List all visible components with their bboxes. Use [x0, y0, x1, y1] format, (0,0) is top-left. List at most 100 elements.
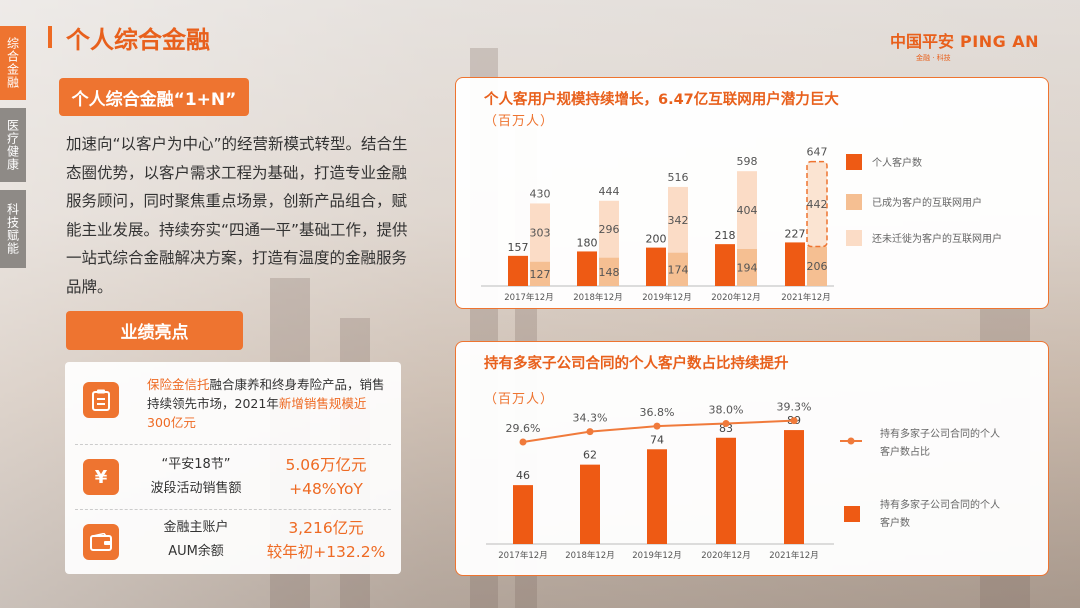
- chart2-title: 持有多家子公司合同的个人客户数占比持续提升: [484, 356, 789, 372]
- highlight-aum-value: 3,216亿元: [288, 519, 364, 537]
- highlight-trust-desc: 融合康养和终身寿险产品，销售持续领先市场，2021年: [147, 377, 385, 411]
- chart-panel-customer-scale: 个人客用户规模持续增长，6.47亿互联网用户潜力巨大 （百万人） 157 127 3…: [455, 77, 1049, 309]
- data-label: 62: [583, 449, 597, 462]
- bar-internet-noncustomers: [530, 203, 550, 262]
- data-label: 180: [577, 236, 598, 249]
- legend-label: 客户数: [880, 516, 910, 529]
- highlight-aum-label1: 金融主账户: [163, 520, 229, 535]
- bar-customers: [646, 247, 666, 286]
- highlight-aum: 金融主账户 AUM余额 3,216亿元 较年初+132.2%: [65, 511, 401, 573]
- legend-label: 个人客户数: [872, 156, 922, 169]
- data-label: 148: [599, 266, 620, 279]
- x-tick-label: 2021年12月: [781, 292, 830, 303]
- side-tab-healthcare[interactable]: 医疗健康: [0, 108, 26, 182]
- highlight-aum-label2: AUM余额: [168, 544, 224, 559]
- legend-label: 客户数占比: [880, 445, 930, 458]
- total-label: 598: [737, 155, 758, 168]
- data-label: 296: [599, 223, 620, 236]
- total-label: 430: [530, 187, 551, 200]
- highlight-trust-text: 保险金信托融合康养和终身寿险产品，销售持续领先市场，2021年新增销售规模近30…: [147, 375, 387, 432]
- data-label: 174: [668, 263, 689, 276]
- highlight-festival: ¥ “平安18节” 波段活动销售额 5.06万亿元 +48%YoY: [65, 446, 401, 508]
- x-tick-label: 2018年12月: [573, 292, 622, 303]
- logo-text: 中国平安: [890, 32, 955, 51]
- chart2-unit: （百万人）: [484, 392, 555, 407]
- intro-paragraph: 加速向“以客户为中心”的经营新模式转型。结合生态圈优势，以客户需求工程为基础，打…: [66, 135, 408, 296]
- data-label: 74: [650, 433, 664, 446]
- page-title: 个人综合金融: [66, 26, 210, 54]
- bar-customers: [785, 242, 805, 286]
- yen-icon: ¥: [83, 459, 119, 495]
- bar-internet-customers: [737, 248, 757, 286]
- line-data-label: 29.6%: [506, 422, 541, 435]
- legend-swatch: [846, 230, 862, 246]
- legend-swatch: [846, 194, 862, 210]
- x-tick-label: 2017年12月: [504, 292, 553, 303]
- wallet-icon: [83, 524, 119, 560]
- line-data-label: 39.3%: [777, 401, 812, 414]
- side-tab-finance[interactable]: 综合金融: [0, 26, 26, 100]
- highlight-trust: 保险金信托融合康养和终身寿险产品，销售持续领先市场，2021年新增销售规模近30…: [65, 362, 401, 442]
- chart1-unit: （百万人）: [484, 114, 555, 129]
- bar-customers: [715, 244, 735, 286]
- section-heading-1n: 个人综合金融“1+N”: [59, 78, 249, 116]
- bar-internet-customers: [530, 261, 550, 286]
- x-tick-label: 2021年12月: [769, 550, 818, 561]
- bar-multi-contract: [784, 430, 804, 544]
- bar-internet-customers: [807, 246, 827, 286]
- line-point: [586, 428, 594, 436]
- line-data-label: 38.0%: [709, 404, 744, 417]
- line-data-label: 34.3%: [573, 412, 608, 425]
- divider: [75, 444, 391, 445]
- bar-internet-noncustomers: [599, 200, 619, 258]
- bar-customers: [508, 255, 528, 286]
- legend-label: 持有多家子公司合同的个人: [880, 427, 1000, 440]
- data-label: 218: [715, 229, 736, 242]
- line-point: [722, 420, 730, 428]
- data-label: 342: [668, 214, 689, 227]
- data-label: 303: [530, 227, 551, 240]
- bar-internet-customers: [599, 257, 619, 286]
- chart-panel-multi-contract: 持有多家子公司合同的个人客户数占比持续提升 （百万人） 46 2017年12月 62…: [455, 341, 1049, 576]
- chart1-svg: 157 127 303 430 2017年12月 180 148 296 444 2018年12月…: [481, 146, 1002, 303]
- chart2-svg: 46 2017年12月 62 2018年12月 74 2019年12月 83 2020年12月…: [486, 401, 1000, 561]
- bar-internet-noncustomers: [806, 160, 828, 248]
- line-data-label: 36.8%: [640, 406, 675, 419]
- data-label: 227: [785, 227, 806, 240]
- legend-swatch: [844, 506, 860, 522]
- highlight-festival-label2: 波段活动销售额: [150, 481, 242, 496]
- logo-text-en: PING AN: [960, 32, 1040, 51]
- pingan-logo: 中国平安 PING AN 金融 · 科技: [890, 28, 1039, 63]
- x-tick-label: 2019年12月: [642, 292, 691, 303]
- highlights-panel: 保险金信托融合康养和终身寿险产品，销售持续领先市场，2021年新增销售规模近30…: [65, 362, 401, 574]
- line-point: [519, 438, 527, 446]
- legend-label: 还未迁徙为客户的互联网用户: [872, 232, 1002, 245]
- bar-internet-noncustomers: [668, 186, 688, 253]
- data-label: 206: [807, 260, 828, 273]
- bar-internet-customers: [668, 252, 688, 286]
- bar-customers: [577, 251, 597, 286]
- data-label: 157: [508, 241, 529, 254]
- chart1-title: 个人客用户规模持续增长，6.47亿互联网用户潜力巨大: [484, 92, 839, 108]
- highlight-aum-growth: 较年初+132.2%: [266, 543, 386, 561]
- total-label: 444: [599, 185, 620, 198]
- legend-label: 已成为客户的互联网用户: [872, 196, 982, 209]
- highlight-festival-growth: +48%YoY: [289, 480, 363, 498]
- line-point: [653, 422, 661, 430]
- x-tick-label: 2020年12月: [701, 550, 750, 561]
- data-label: 200: [646, 233, 667, 246]
- data-label: 194: [737, 261, 758, 274]
- total-label: 647: [807, 146, 828, 159]
- data-label: 127: [530, 268, 551, 281]
- clipboard-icon: [83, 382, 119, 418]
- legend-swatch: [846, 154, 862, 170]
- x-tick-label: 2020年12月: [711, 292, 760, 303]
- data-label: 46: [516, 469, 530, 482]
- line-point: [790, 417, 798, 425]
- legend-label: 持有多家子公司合同的个人: [880, 498, 1000, 511]
- highlight-trust-product: 保险金信托: [147, 377, 210, 392]
- bar-multi-contract: [647, 449, 667, 544]
- data-label: 83: [719, 422, 733, 435]
- side-tab-technology[interactable]: 科技赋能: [0, 190, 26, 268]
- highlight-festival-label1: “平安18节”: [161, 457, 231, 472]
